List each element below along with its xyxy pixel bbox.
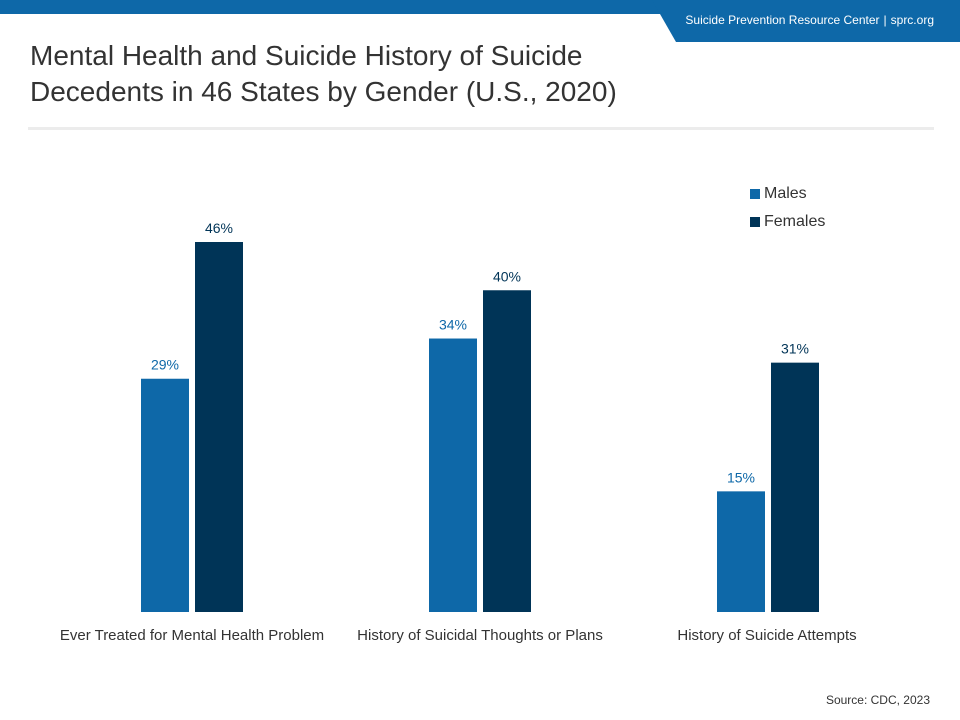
bar-males-1	[141, 378, 189, 612]
source-note: Source: CDC, 2023	[825, 693, 930, 707]
legend-swatch-males	[750, 189, 760, 199]
bar-females-3	[771, 362, 819, 612]
bar-females-1	[195, 242, 243, 612]
data-label-males-3: 15%	[727, 469, 755, 485]
bar-males-3	[717, 491, 765, 612]
category-label-2: History of Suicidal Thoughts or Plans	[357, 627, 603, 644]
title-divider	[28, 127, 934, 130]
data-label-females-3: 31%	[781, 341, 809, 357]
bar-males-2	[429, 338, 477, 612]
legend-item-males: Males	[750, 184, 825, 204]
header-tab	[652, 0, 960, 42]
legend-swatch-females	[750, 217, 760, 227]
legend-label-females: Females	[764, 213, 826, 230]
site-link[interactable]: sprc.org	[890, 13, 934, 27]
org-name: Suicide Prevention Resource Center	[685, 13, 880, 27]
header-attribution: Suicide Prevention Resource Center | sprc.…	[652, 12, 934, 28]
title-line-2: Decedents in 46 States by Gender (U.S., …	[30, 76, 617, 107]
data-label-females-2: 40%	[493, 268, 521, 284]
bar-females-2	[483, 290, 531, 612]
header-separator: |	[883, 13, 887, 27]
legend-item-females: Females	[750, 212, 825, 232]
data-label-females-1: 46%	[205, 220, 233, 236]
title-line-1: Mental Health and Suicide History of Sui…	[30, 40, 583, 71]
data-label-males-2: 34%	[439, 317, 467, 333]
chart-title: Mental Health and Suicide History of Sui…	[30, 38, 730, 110]
category-label-1: Ever Treated for Mental Health Problem	[60, 627, 324, 644]
data-label-males-1: 29%	[151, 357, 179, 373]
legend-label-males: Males	[764, 185, 807, 202]
chart-legend: Males Females	[750, 184, 825, 240]
category-label-3: History of Suicide Attempts	[677, 627, 856, 644]
